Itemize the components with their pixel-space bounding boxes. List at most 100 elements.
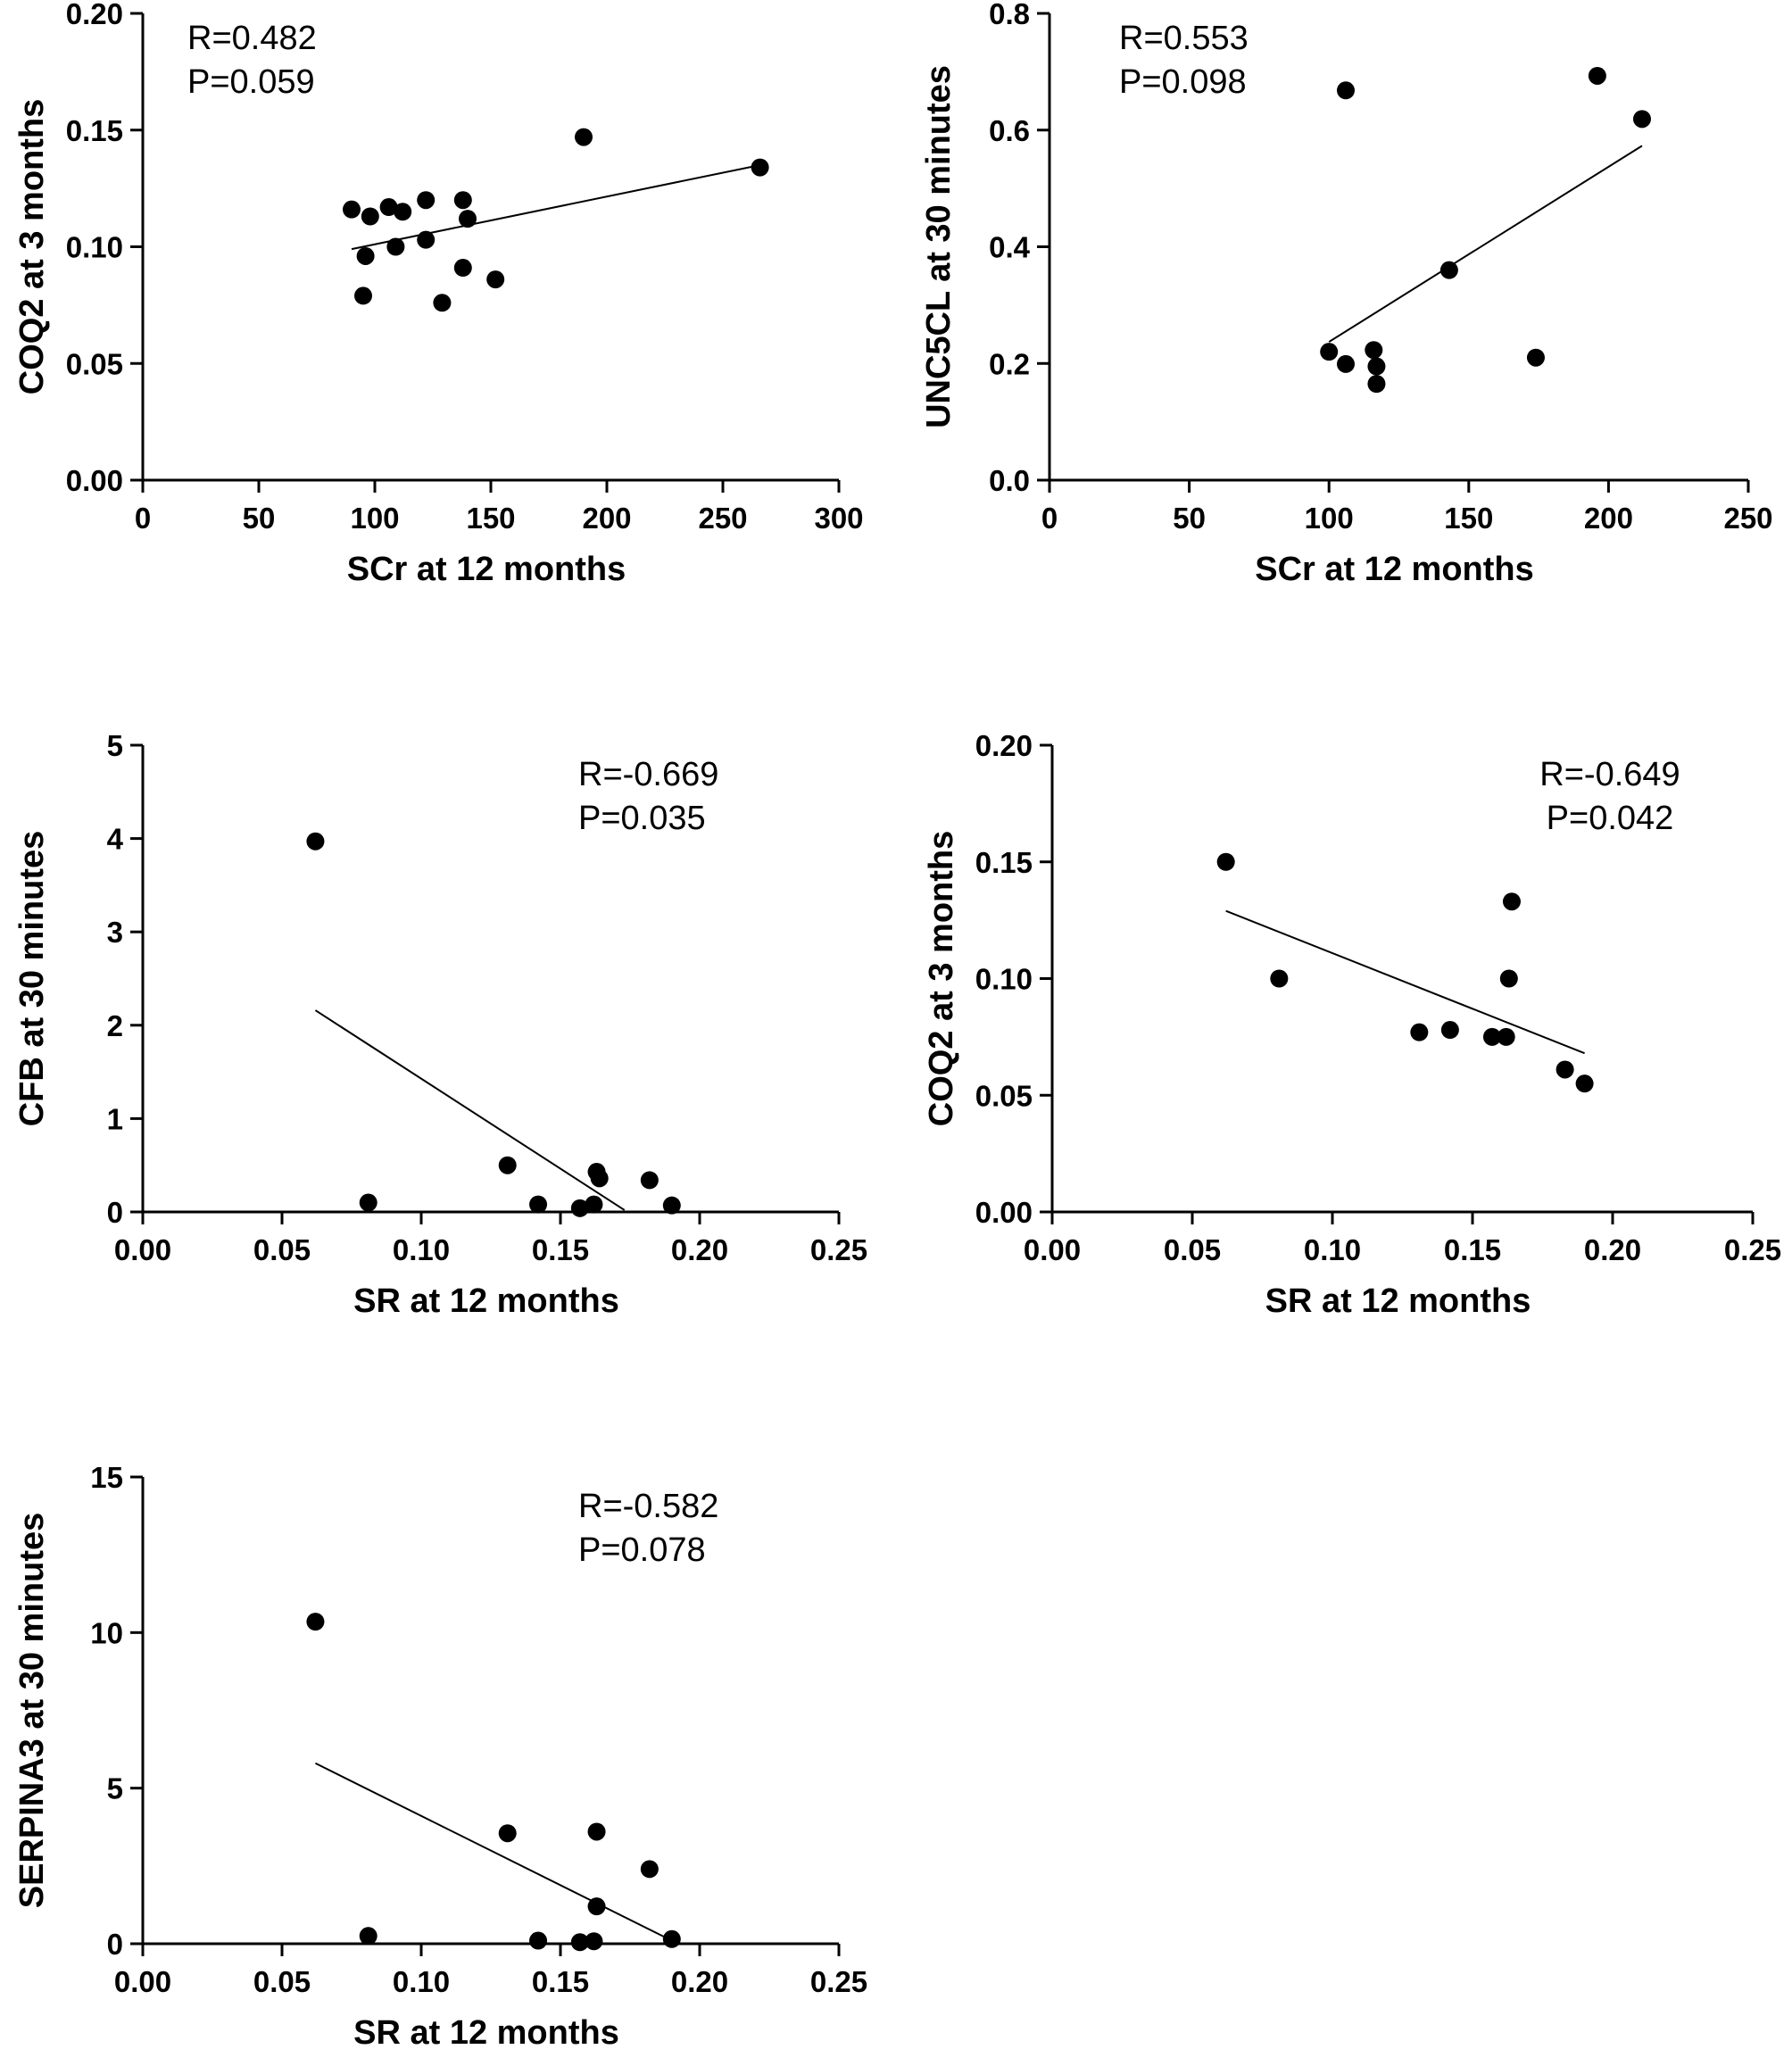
- x-axis-label: SCr at 12 months: [1255, 551, 1534, 588]
- data-point: [1502, 892, 1521, 911]
- y-tick-label: 0.2: [989, 347, 1030, 380]
- data-point: [570, 1199, 589, 1217]
- data-point: [498, 1824, 517, 1843]
- data-point: [1336, 81, 1355, 100]
- data-point: [1439, 261, 1458, 279]
- y-tick-label: 0.00: [975, 1196, 1033, 1229]
- y-tick-label: 0: [107, 1928, 123, 1961]
- data-point: [417, 230, 436, 249]
- x-tick-label: 0.10: [393, 1233, 450, 1266]
- data-point: [662, 1929, 681, 1948]
- y-tick-label: 2: [107, 1009, 123, 1042]
- scatter-chart-scr-vs-unc5cl: 0 50 100 150 200 250 0.0 0.2 0.4 0.6 0.8 SCr at 12 …: [920, 0, 1773, 588]
- chart-panel-sr-cfb: 0.00 0.05 0.10 0.15 0.20 0.25 0 1 2 3 4 5 SR at 12 m…: [0, 687, 896, 1374]
- chart-panel-sr-coq2: 0.00 0.05 0.10 0.15 0.20 0.25 0.00 0.05 0.10 0.15…: [896, 687, 1792, 1374]
- x-tick-label: 0.15: [532, 1233, 589, 1266]
- y-tick-label: 0.4: [989, 231, 1031, 264]
- x-tick-label: 0.20: [671, 1233, 728, 1266]
- correlation-r-label: R=0.553: [1119, 20, 1249, 57]
- data-point: [1336, 354, 1355, 373]
- y-tick-label: 0.20: [66, 0, 123, 30]
- chart-panel-scr-coq2: 0 50 100 150 200 250 300 0.00 0.05 0.10 0.15 0.20 SC…: [0, 0, 896, 687]
- y-axis-label: SERPINA3 at 30 minutes: [13, 1513, 51, 1908]
- data-point: [361, 207, 379, 226]
- x-tick-label: 0.10: [1304, 1233, 1361, 1266]
- x-tick-label: 0.20: [671, 1965, 728, 1998]
- data-point: [1320, 343, 1339, 361]
- chart-panel-sr-serpina3: 0.00 0.05 0.10 0.15 0.20 0.25 0 5 10 15 SR at 12 m…: [0, 1374, 896, 2062]
- data-point: [459, 210, 477, 228]
- data-point: [498, 1156, 517, 1174]
- data-point: [343, 200, 361, 219]
- scatter-chart-sr-vs-coq2: 0.00 0.05 0.10 0.15 0.20 0.25 0.00 0.05 0.10 0.15…: [923, 729, 1781, 1320]
- correlation-r-label: R=-0.582: [578, 1488, 718, 1525]
- y-tick-label: 0.8: [989, 0, 1030, 30]
- p-value-label: P=0.059: [187, 63, 315, 101]
- y-tick-label: 0.6: [989, 114, 1030, 147]
- x-tick-label: 0.25: [810, 1965, 867, 1998]
- y-axis-label: COQ2 at 3 months: [923, 831, 960, 1127]
- x-tick-label: 100: [350, 502, 399, 535]
- y-tick-label: 0.05: [975, 1079, 1033, 1112]
- scatter-chart-sr-vs-serpina3: 0.00 0.05 0.10 0.15 0.20 0.25 0 5 10 15 SR at 12 m…: [13, 1461, 867, 2052]
- scatter-chart-sr-vs-cfb: 0.00 0.05 0.10 0.15 0.20 0.25 0 1 2 3 4 5 SR at 12 m…: [13, 729, 867, 1320]
- regression-line: [1328, 145, 1643, 343]
- data-point: [1482, 1027, 1501, 1046]
- p-value-label: P=0.042: [1547, 800, 1674, 837]
- x-tick-label: 150: [1444, 502, 1493, 535]
- data-point: [587, 1897, 606, 1916]
- y-tick-label: 10: [90, 1616, 123, 1649]
- data-point: [354, 286, 372, 305]
- regression-line: [314, 1762, 673, 1942]
- x-tick-label: 0.25: [810, 1233, 867, 1266]
- data-point: [570, 1933, 589, 1952]
- x-tick-label: 50: [1173, 502, 1206, 535]
- data-point: [640, 1860, 659, 1879]
- y-tick-label: 5: [107, 729, 123, 762]
- p-value-label: P=0.035: [578, 800, 706, 837]
- y-axis-label: UNC5CL at 30 minutes: [920, 65, 958, 428]
- data-point: [306, 1613, 325, 1631]
- data-point: [433, 294, 452, 312]
- data-point: [585, 1195, 603, 1214]
- data-point: [575, 128, 593, 146]
- x-tick-label: 0.05: [253, 1233, 311, 1266]
- data-point: [486, 270, 505, 289]
- scatter-chart-scr-vs-coq2: 0 50 100 150 200 250 300 0.00 0.05 0.10 0.15 0.20 SC…: [13, 0, 864, 588]
- x-tick-label: 0: [1041, 502, 1058, 535]
- y-tick-label: 3: [107, 916, 123, 949]
- x-tick-label: 0.00: [114, 1233, 171, 1266]
- p-value-label: P=0.078: [578, 1531, 706, 1569]
- regression-line: [314, 1009, 626, 1211]
- x-axis-label: SR at 12 months: [353, 2014, 619, 2052]
- data-point: [1216, 852, 1235, 871]
- data-point: [1588, 66, 1606, 85]
- x-tick-label: 0.15: [532, 1965, 589, 1998]
- data-point: [529, 1195, 548, 1214]
- data-point: [1526, 348, 1545, 367]
- x-tick-label: 100: [1305, 502, 1354, 535]
- data-point: [529, 1931, 548, 1950]
- x-tick-label: 0.20: [1584, 1233, 1641, 1266]
- x-tick-label: 0.10: [393, 1965, 450, 1998]
- data-point: [587, 1822, 606, 1841]
- data-point: [662, 1196, 681, 1215]
- x-tick-label: 50: [243, 502, 276, 535]
- x-tick-label: 0.15: [1444, 1233, 1501, 1266]
- x-tick-label: 0.00: [1024, 1233, 1081, 1266]
- data-point: [1497, 1027, 1515, 1046]
- x-tick-label: 0.05: [1164, 1233, 1221, 1266]
- x-tick-label: 250: [1723, 502, 1772, 535]
- x-tick-label: 0: [135, 502, 151, 535]
- regression-line: [1225, 909, 1585, 1055]
- data-point: [394, 203, 412, 221]
- data-point: [359, 1927, 377, 1946]
- data-point: [306, 832, 325, 850]
- y-tick-label: 0.05: [66, 347, 123, 380]
- data-point: [417, 191, 436, 210]
- y-tick-label: 0.15: [66, 114, 123, 147]
- x-tick-label: 0.05: [253, 1965, 311, 1998]
- x-axis-label: SCr at 12 months: [347, 551, 626, 588]
- data-point: [1367, 357, 1386, 376]
- data-point: [1556, 1060, 1574, 1079]
